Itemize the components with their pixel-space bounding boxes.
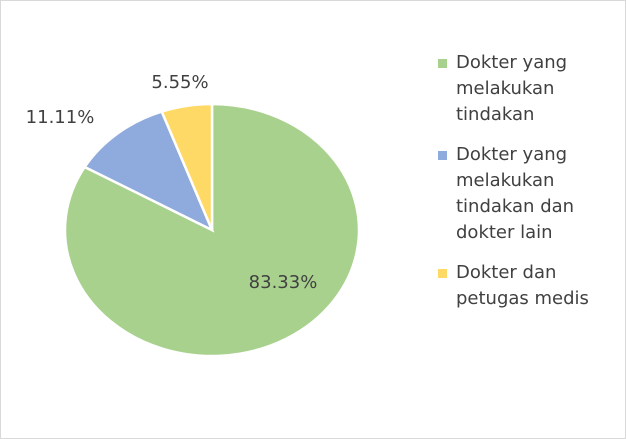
data-label: 11.11%	[26, 107, 95, 128]
legend: Dokter yang melakukan tindakan Dokter yan…	[436, 50, 616, 326]
pie-slice	[82, 110, 215, 233]
legend-label: Dokter yang melakukan tindakan dan dokte…	[456, 144, 575, 243]
legend-label: Dokter dan petugas medis	[456, 262, 589, 309]
legend-item: Dokter dan petugas medis	[436, 260, 616, 312]
legend-swatch	[438, 269, 447, 278]
data-label: 83.33%	[249, 272, 318, 293]
legend-swatch	[438, 59, 447, 68]
legend-item: Dokter yang melakukan tindakan	[436, 50, 616, 128]
legend-swatch	[438, 151, 447, 160]
legend-label: Dokter yang melakukan tindakan	[456, 52, 568, 125]
pie-slice	[160, 102, 214, 231]
data-label: 5.55%	[151, 72, 208, 93]
legend-item: Dokter yang melakukan tindakan dan dokte…	[436, 142, 616, 246]
